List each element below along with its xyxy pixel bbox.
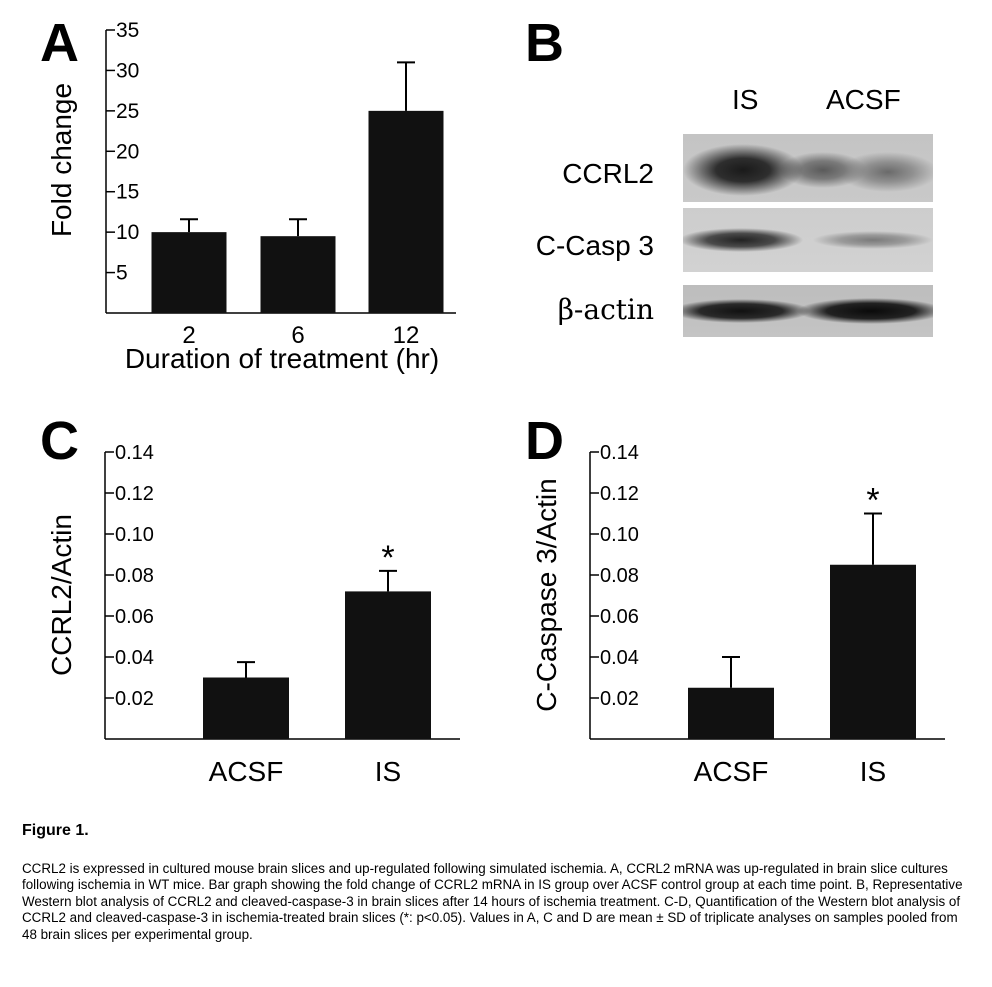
figure-title: Figure 1. bbox=[22, 822, 89, 839]
bar bbox=[688, 687, 774, 739]
y-tick-label: 0.10 bbox=[115, 524, 154, 546]
x-category-label: 6 bbox=[291, 322, 304, 349]
y-tick-label: 15 bbox=[116, 181, 139, 204]
y-tick-label: 0.08 bbox=[600, 565, 639, 587]
blot-row-label: β-actin bbox=[557, 293, 654, 326]
x-category-label: 12 bbox=[393, 322, 420, 349]
figure-caption: CCRL2 is expressed in cultured mouse bra… bbox=[22, 861, 963, 942]
y-tick-label: 0.12 bbox=[115, 483, 154, 505]
x-category-label: IS bbox=[375, 756, 401, 787]
blot-lane-label: IS bbox=[732, 84, 759, 115]
y-axis-title: CCRL2/Actin bbox=[46, 514, 77, 676]
blot-band-strip-ccrl2 bbox=[683, 134, 933, 202]
panel-label-a: A bbox=[40, 13, 79, 73]
bar bbox=[203, 677, 289, 739]
y-tick-label: 25 bbox=[116, 100, 139, 123]
y-tick-label: 0.02 bbox=[600, 688, 639, 710]
y-axis-title: Fold change bbox=[46, 83, 77, 237]
y-tick-label: 0.06 bbox=[600, 606, 639, 628]
x-category-label: IS bbox=[860, 756, 886, 787]
y-tick-label: 0.04 bbox=[600, 647, 639, 669]
y-tick-label: 20 bbox=[116, 140, 139, 163]
bar bbox=[151, 232, 227, 313]
y-tick-label: 30 bbox=[116, 59, 139, 82]
x-category-label: 2 bbox=[182, 322, 195, 349]
significance-marker: * bbox=[381, 539, 394, 577]
y-axis-title: C-Caspase 3/Actin bbox=[531, 478, 562, 711]
y-tick-label: 0.02 bbox=[115, 688, 154, 710]
y-tick-label: 0.14 bbox=[600, 442, 639, 464]
y-tick-label: 0.12 bbox=[600, 483, 639, 505]
bar bbox=[830, 564, 916, 739]
blot-lane-label: ACSF bbox=[826, 84, 901, 115]
x-category-label: ACSF bbox=[694, 756, 769, 787]
blot-row-label: CCRL2 bbox=[562, 158, 654, 189]
y-tick-label: 0.08 bbox=[115, 565, 154, 587]
x-category-label: ACSF bbox=[209, 756, 284, 787]
blot-band-strip-beta-actin bbox=[683, 285, 933, 337]
y-tick-label: 5 bbox=[116, 262, 128, 285]
significance-marker: * bbox=[866, 482, 879, 520]
bar bbox=[368, 110, 444, 313]
blot-band-strip-c-casp3 bbox=[683, 208, 933, 272]
x-axis-title: Duration of treatment (hr) bbox=[125, 343, 439, 374]
panel-label-c: C bbox=[40, 411, 79, 471]
y-tick-label: 0.10 bbox=[600, 524, 639, 546]
y-tick-label: 0.14 bbox=[115, 442, 154, 464]
panel-label-d: D bbox=[525, 411, 564, 471]
y-tick-label: 10 bbox=[116, 221, 139, 244]
bar bbox=[345, 591, 431, 739]
y-tick-label: 35 bbox=[116, 19, 139, 42]
y-tick-label: 0.04 bbox=[115, 647, 154, 669]
bar bbox=[260, 236, 336, 313]
y-tick-label: 0.06 bbox=[115, 606, 154, 628]
panel-label-b: B bbox=[525, 13, 564, 73]
blot-row-label: C-Casp 3 bbox=[535, 230, 654, 261]
